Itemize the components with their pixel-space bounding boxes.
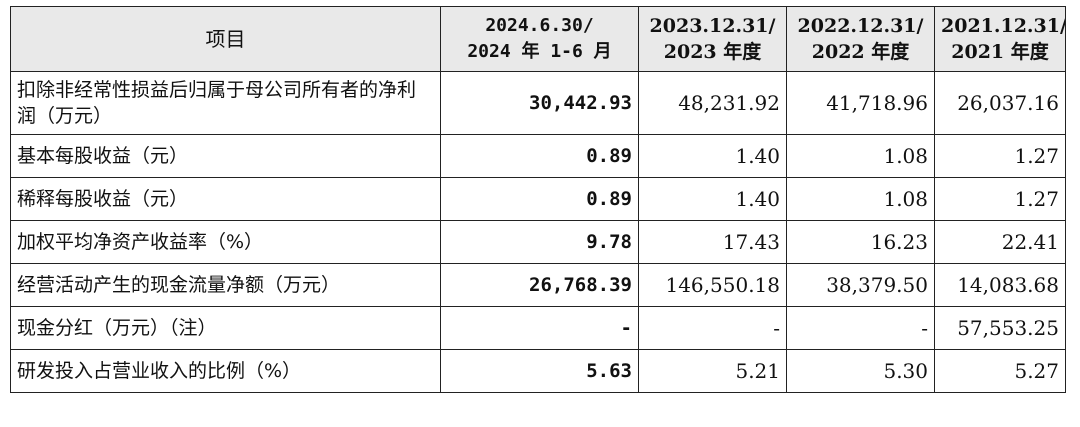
cell-2024h1: 5.63 [440,349,639,393]
cell-2023: 1.40 [638,177,787,221]
cell-2022: 5.30 [786,349,935,393]
row-label: 经营活动产生的现金流量净额（万元） [10,263,441,307]
cell-2022: 38,379.50 [786,263,935,307]
row-label: 扣除非经常性损益后归属于母公司所有者的净利润（万元） [10,71,441,135]
cell-2024h1: 30,442.93 [440,71,639,135]
cell-2022: 16.23 [786,220,935,264]
table-row: 加权平均净资产收益率（%） 9.78 17.43 16.23 22.41 [10,220,1066,264]
header-2022: 2022.12.31/ 2022 年度 [786,6,935,72]
cell-2021: 14,083.68 [934,263,1066,307]
cell-2021: 26,037.16 [934,71,1066,135]
table-row: 研发投入占营业收入的比例（%） 5.63 5.21 5.30 5.27 [10,349,1066,393]
cell-2021: 5.27 [934,349,1066,393]
cell-2022: - [786,306,935,350]
cell-2022: 41,718.96 [786,71,935,135]
cell-2024h1: 0.89 [440,177,639,221]
cell-2023: 146,550.18 [638,263,787,307]
cell-2024h1: - [440,306,639,350]
header-2024h1: 2024.6.30/ 2024 年 1-6 月 [440,6,639,72]
cell-2023: - [638,306,787,350]
cell-2023: 48,231.92 [638,71,787,135]
row-label: 稀释每股收益（元） [10,177,441,221]
cell-2023: 17.43 [638,220,787,264]
row-label: 现金分红（万元）（注） [10,306,441,350]
cell-2023: 1.40 [638,134,787,178]
cell-2024h1: 9.78 [440,220,639,264]
cell-2021: 57,553.25 [934,306,1066,350]
cell-2022: 1.08 [786,134,935,178]
cell-2023: 5.21 [638,349,787,393]
financial-table-container: 项目 2024.6.30/ 2024 年 1-6 月 2023.12.31/ 2… [10,6,1066,393]
row-label: 加权平均净资产收益率（%） [10,220,441,264]
cell-2022: 1.08 [786,177,935,221]
cell-2024h1: 26,768.39 [440,263,639,307]
cell-2024h1: 0.89 [440,134,639,178]
cell-2021: 22.41 [934,220,1066,264]
row-label: 研发投入占营业收入的比例（%） [10,349,441,393]
table-row: 现金分红（万元）（注） - - - 57,553.25 [10,306,1066,350]
row-label: 基本每股收益（元） [10,134,441,178]
header-2023: 2023.12.31/ 2023 年度 [638,6,787,72]
table-row: 经营活动产生的现金流量净额（万元） 26,768.39 146,550.18 3… [10,263,1066,307]
table-row: 稀释每股收益（元） 0.89 1.40 1.08 1.27 [10,177,1066,221]
table-header-row: 项目 2024.6.30/ 2024 年 1-6 月 2023.12.31/ 2… [10,6,1066,72]
table-row: 基本每股收益（元） 0.89 1.40 1.08 1.27 [10,134,1066,178]
header-2021: 2021.12.31/ 2021 年度 [934,6,1066,72]
table-row: 扣除非经常性损益后归属于母公司所有者的净利润（万元） 30,442.93 48,… [10,71,1066,135]
cell-2021: 1.27 [934,134,1066,178]
financial-indicators-table: 项目 2024.6.30/ 2024 年 1-6 月 2023.12.31/ 2… [10,6,1066,393]
header-item: 项目 [10,6,441,72]
cell-2021: 1.27 [934,177,1066,221]
